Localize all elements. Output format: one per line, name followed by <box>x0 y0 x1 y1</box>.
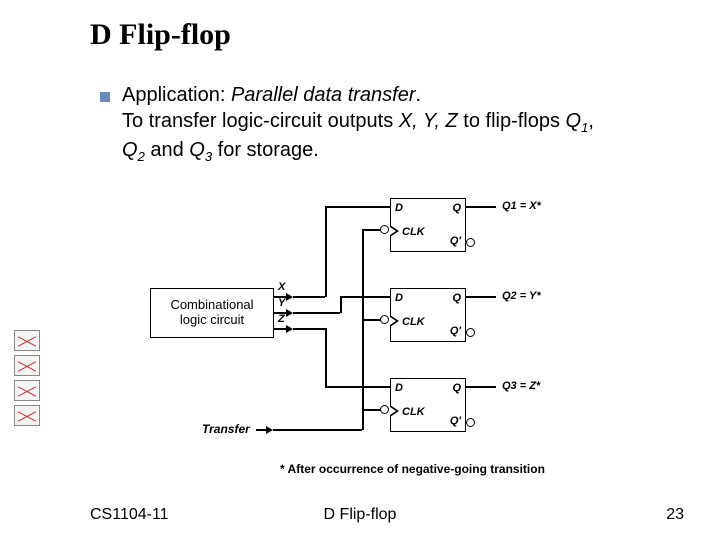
placeholder-icon <box>14 330 40 351</box>
ff1-qp-bubble-icon <box>466 238 475 247</box>
ff2-output-label: Q2 = Y* <box>502 290 541 302</box>
body-q2: Q <box>122 139 138 161</box>
side-placeholder-icons <box>14 330 40 430</box>
ff3-pin-q: Q <box>452 382 461 394</box>
ff3-clk-bubble-icon <box>380 405 389 414</box>
body-q3-sub: 3 <box>205 149 212 164</box>
comb-label-1: Combinational <box>170 297 253 312</box>
transfer-label: Transfer <box>202 422 250 436</box>
comb-label-2: logic circuit <box>180 312 244 327</box>
ff2-pin-d: D <box>395 292 403 304</box>
ff2-clk-bubble-icon <box>380 315 389 324</box>
footer-right: 23 <box>666 506 684 524</box>
arrow-z-stub <box>286 325 293 333</box>
bullet-square-icon <box>100 92 110 102</box>
wire-x-h1 <box>293 296 325 298</box>
placeholder-icon <box>14 355 40 376</box>
arrow-y-stub <box>286 309 293 317</box>
ff1-output-label: Q1 = X* <box>502 200 541 212</box>
ff1-pin-clk: CLK <box>402 226 425 238</box>
label-z: Z <box>278 313 285 325</box>
footer-center: D Flip-flop <box>0 506 720 524</box>
ff3-pin-qp: Q' <box>450 415 461 427</box>
body-q2-sub: 2 <box>138 149 145 164</box>
slide-title: D Flip-flop <box>90 18 231 52</box>
body-line2-b: to flip-flops <box>458 110 566 132</box>
body-q1: Q <box>566 110 582 132</box>
ff1-pin-qp: Q' <box>450 235 461 247</box>
body-line1-suffix: . <box>416 84 422 106</box>
wire-clk-h-main <box>273 429 362 431</box>
body-line1-prefix: Application: <box>122 84 231 106</box>
ff2-q-out <box>466 296 496 298</box>
ff3-clk-triangle-icon <box>390 405 399 417</box>
ff1-clk-triangle-icon <box>390 225 399 237</box>
body-q3: Q <box>189 139 205 161</box>
ff2-pin-qp: Q' <box>450 325 461 337</box>
wire-y-h2 <box>340 296 390 298</box>
arrow-x-stub <box>286 293 293 301</box>
arrow-transfer-stub <box>266 426 273 434</box>
wire-z-h2 <box>325 386 390 388</box>
body-line2-c: , <box>588 110 594 132</box>
label-x: X <box>278 281 285 293</box>
wire-x-v <box>325 206 327 297</box>
ff2-qp-bubble-icon <box>466 328 475 337</box>
wire-clk-to-ff2 <box>362 319 381 321</box>
wire-z-v <box>325 328 327 387</box>
ff2-clk-triangle-icon <box>390 315 399 327</box>
placeholder-icon <box>14 405 40 426</box>
flipflop-1: D Q CLK Q' <box>390 198 466 252</box>
body-line2-a: To transfer logic-circuit outputs <box>122 110 399 132</box>
ff1-q-out <box>466 206 496 208</box>
wire-y-v <box>340 296 342 313</box>
ff3-qp-bubble-icon <box>466 418 475 427</box>
ff3-pin-clk: CLK <box>402 406 425 418</box>
wire-z-h1 <box>293 328 325 330</box>
body-line2-xyz: X, Y, Z <box>399 110 458 132</box>
wire-y-h1 <box>293 312 340 314</box>
ff3-output-label: Q3 = Z* <box>502 380 540 392</box>
ff3-pin-d: D <box>395 382 403 394</box>
wire-clk-to-ff3 <box>362 409 381 411</box>
placeholder-icon <box>14 380 40 401</box>
body-line3-b: for storage. <box>212 139 319 161</box>
footnote: * After occurrence of negative-going tra… <box>280 462 545 476</box>
ff2-pin-q: Q <box>452 292 461 304</box>
circuit-diagram: Combinational logic circuit X Y Z D Q CL… <box>150 198 630 458</box>
label-y: Y <box>278 297 285 309</box>
flipflop-2: D Q CLK Q' <box>390 288 466 342</box>
ff1-pin-q: Q <box>452 202 461 214</box>
ff2-pin-clk: CLK <box>402 316 425 328</box>
ff1-clk-bubble-icon <box>380 225 389 234</box>
wire-clk-to-ff1 <box>362 229 381 231</box>
combinational-box: Combinational logic circuit <box>150 288 274 338</box>
ff1-pin-d: D <box>395 202 403 214</box>
ff3-q-out <box>466 386 496 388</box>
body-line3-a: and <box>145 139 189 161</box>
wire-clk-v-main <box>362 229 364 430</box>
flipflop-3: D Q CLK Q' <box>390 378 466 432</box>
wire-x-h2 <box>325 206 390 208</box>
body-text: Application: Parallel data transfer. To … <box>122 82 682 166</box>
body-line1-ital: Parallel data transfer <box>231 84 416 106</box>
